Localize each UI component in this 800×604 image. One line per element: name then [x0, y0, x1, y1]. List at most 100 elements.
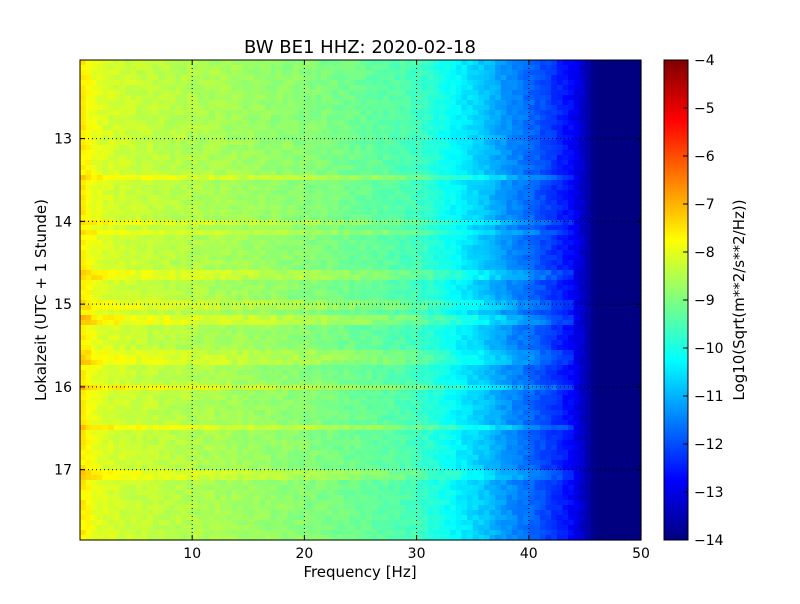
heatmap-cell: [220, 145, 227, 151]
heatmap-cell: [287, 155, 294, 161]
heatmap-cell: [517, 185, 524, 191]
heatmap-cell: [450, 85, 457, 91]
heatmap-cell: [124, 155, 132, 161]
heatmap-cell: [366, 290, 373, 296]
heatmap-cell: [545, 65, 552, 71]
heatmap-cell: [164, 170, 171, 176]
heatmap-cell: [506, 75, 513, 81]
heatmap-cell: [399, 120, 406, 126]
heatmap-cell: [175, 225, 182, 231]
heatmap-cell: [534, 70, 541, 76]
heatmap-cell: [540, 65, 547, 71]
heatmap-cell: [635, 240, 642, 246]
heatmap-cell: [596, 235, 603, 241]
heatmap-cell: [349, 125, 356, 131]
heatmap-cell: [410, 285, 418, 291]
heatmap-cell: [495, 85, 502, 91]
heatmap-cell: [360, 155, 367, 161]
heatmap-cell: [164, 215, 171, 221]
heatmap-cell: [624, 190, 631, 196]
heatmap-cell: [612, 190, 620, 196]
heatmap-cell: [237, 75, 244, 81]
heatmap-cell: [80, 250, 87, 256]
heatmap-cell: [197, 255, 205, 261]
heatmap-cell: [242, 245, 249, 251]
heatmap-cell: [326, 65, 334, 71]
heatmap-cell: [220, 200, 227, 206]
heatmap-cell: [455, 85, 463, 91]
heatmap-cell: [354, 270, 362, 276]
heatmap-cell: [186, 65, 193, 71]
heatmap-cell: [186, 105, 193, 111]
heatmap-cell: [225, 60, 233, 66]
heatmap-cell: [113, 290, 120, 296]
heatmap-cell: [410, 70, 418, 76]
heatmap-cell: [422, 250, 429, 256]
heatmap-cell: [220, 180, 227, 186]
heatmap-cell: [601, 225, 608, 231]
heatmap-cell: [371, 240, 378, 246]
heatmap-cell: [276, 260, 283, 266]
heatmap-cell: [85, 195, 92, 201]
heatmap-cell: [371, 255, 378, 261]
heatmap-cell: [489, 260, 496, 266]
heatmap-cell: [91, 135, 98, 141]
heatmap-cell: [495, 225, 502, 231]
heatmap-cell: [455, 60, 463, 66]
heatmap-cell: [113, 155, 120, 161]
heatmap-cell: [528, 200, 536, 206]
heatmap-cell: [310, 125, 317, 131]
heatmap-cell: [439, 110, 446, 116]
heatmap-cell: [433, 220, 440, 226]
heatmap-cell: [220, 75, 227, 81]
heatmap-cell: [304, 85, 311, 91]
heatmap-cell: [310, 85, 317, 91]
heatmap-cell: [517, 290, 524, 296]
heatmap-cell: [410, 265, 418, 271]
heatmap-cell: [147, 125, 154, 131]
heatmap-cell: [80, 185, 87, 191]
heatmap-cell: [265, 140, 272, 146]
heatmap-cell: [568, 230, 575, 236]
heatmap-cell: [444, 90, 451, 96]
heatmap-cell: [248, 255, 255, 261]
heatmap-cell: [80, 85, 87, 91]
heatmap-cell: [612, 215, 620, 221]
heatmap-cell: [416, 70, 423, 76]
heatmap-cell: [590, 90, 597, 96]
heatmap-cell: [281, 115, 289, 121]
heatmap-cell: [371, 105, 378, 111]
heatmap-cell: [540, 265, 547, 271]
heatmap-cell: [197, 240, 205, 246]
heatmap-cell: [203, 135, 210, 141]
heatmap-cell: [270, 255, 277, 261]
heatmap-cell: [321, 155, 328, 161]
heatmap-cell: [399, 285, 406, 291]
heatmap-cell: [343, 260, 350, 266]
heatmap-cell: [113, 185, 120, 191]
heatmap-cell: [629, 240, 636, 246]
heatmap-cell: [360, 190, 367, 196]
heatmap-cell: [399, 190, 406, 196]
heatmap-cell: [113, 275, 120, 281]
heatmap-cell: [354, 240, 362, 246]
heatmap-cell: [399, 145, 406, 151]
heatmap-cell: [343, 125, 350, 131]
heatmap-cell: [410, 220, 418, 226]
heatmap-cell: [343, 130, 350, 136]
heatmap-cell: [220, 135, 227, 141]
heatmap-cell: [444, 60, 451, 66]
heatmap-cell: [590, 110, 597, 116]
heatmap-cell: [562, 155, 569, 161]
heatmap-cell: [612, 90, 620, 96]
heatmap-cell: [422, 165, 429, 171]
heatmap-cell: [85, 255, 92, 261]
heatmap-cell: [186, 165, 193, 171]
heatmap-cell: [209, 155, 216, 161]
heatmap-cell: [152, 255, 160, 261]
heatmap-cell: [399, 110, 406, 116]
heatmap-cell: [371, 210, 378, 216]
heatmap-cell: [556, 255, 564, 261]
heatmap-cell: [584, 75, 592, 81]
heatmap-cell: [506, 180, 513, 186]
